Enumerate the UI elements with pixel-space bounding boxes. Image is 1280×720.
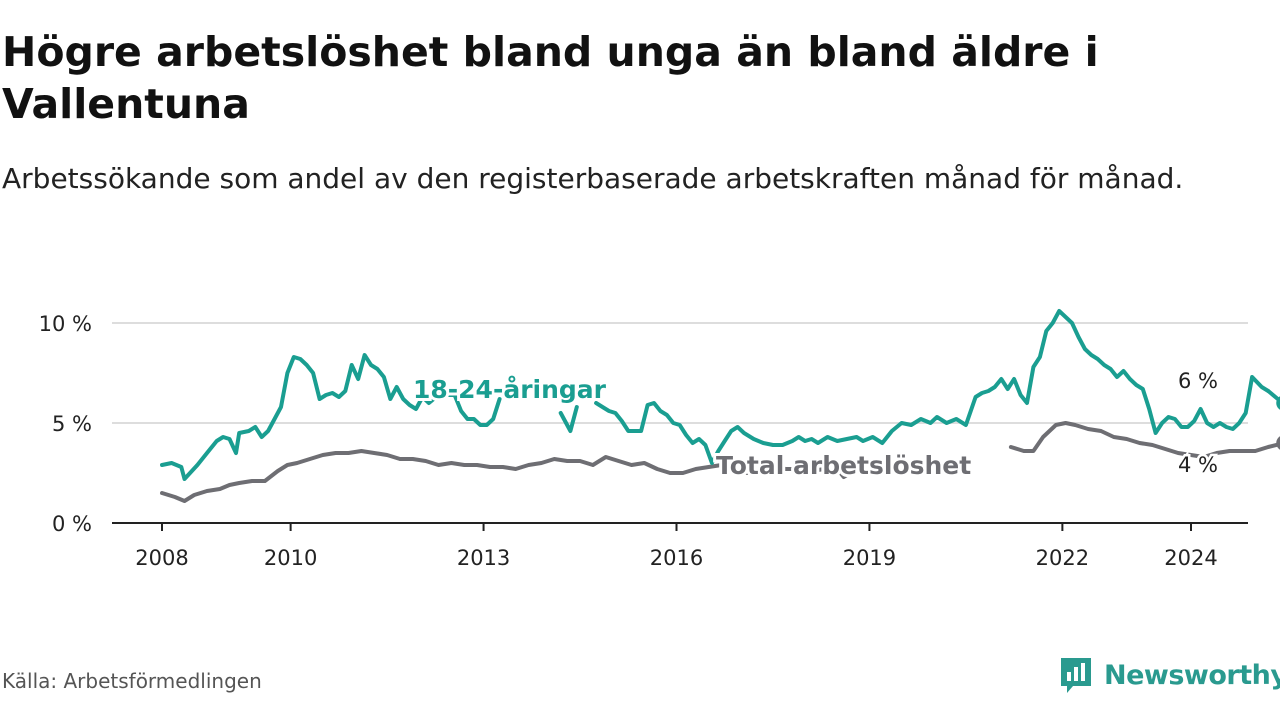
brand-logo[interactable]: Newsworthy [1058, 654, 1280, 696]
chart-title: Högre arbetslöshet bland unga än bland ä… [2, 28, 1099, 128]
chart-subtitle: Arbetssökande som andel av den registerb… [2, 162, 1184, 195]
y-tick-label: 10 % [39, 312, 92, 336]
x-tick-label: 2013 [457, 546, 510, 570]
end-label-young: 6 % [1178, 369, 1218, 393]
series-line-young [594, 309, 1271, 465]
end-point-total [1276, 436, 1280, 450]
y-tick-label: 0 % [52, 512, 92, 536]
x-tick-label: 2008 [135, 546, 188, 570]
x-tick-label: 2024 [1164, 546, 1217, 570]
series-label-young: 18-24-åringar [413, 375, 607, 404]
series-line-young [160, 353, 502, 481]
end-point-young [1276, 396, 1280, 410]
end-label-total: 4 % [1178, 453, 1218, 477]
series-line-total [1008, 421, 1280, 459]
x-tick-label: 2016 [650, 546, 703, 570]
newsworthy-logo-icon [1061, 658, 1091, 693]
x-tick-label: 2010 [264, 546, 317, 570]
series-labels: 18-24-åringar Total arbetslöshet 6 % 4 % [410, 367, 1221, 484]
brand-name: Newsworthy [1104, 659, 1280, 691]
series-lines [160, 309, 1280, 503]
y-tick-label: 5 % [52, 412, 92, 436]
x-tick-label: 2022 [1036, 546, 1089, 570]
source-note: Källa: Arbetsförmedlingen [2, 669, 262, 693]
series-line-total [160, 449, 865, 503]
x-tick-label: 2019 [843, 546, 896, 570]
series-label-total: Total arbetslöshet [716, 451, 971, 480]
x-axis: 2008 2010 2013 2016 2019 2022 2024 [112, 522, 1248, 570]
y-axis-ticks: 0 % 5 % 10 % [39, 312, 92, 536]
line-chart: 0 %5 %10 % 2008 2010 2013 2016 2019 2022 2024 … [39, 309, 1280, 570]
series-line-young [558, 405, 579, 433]
